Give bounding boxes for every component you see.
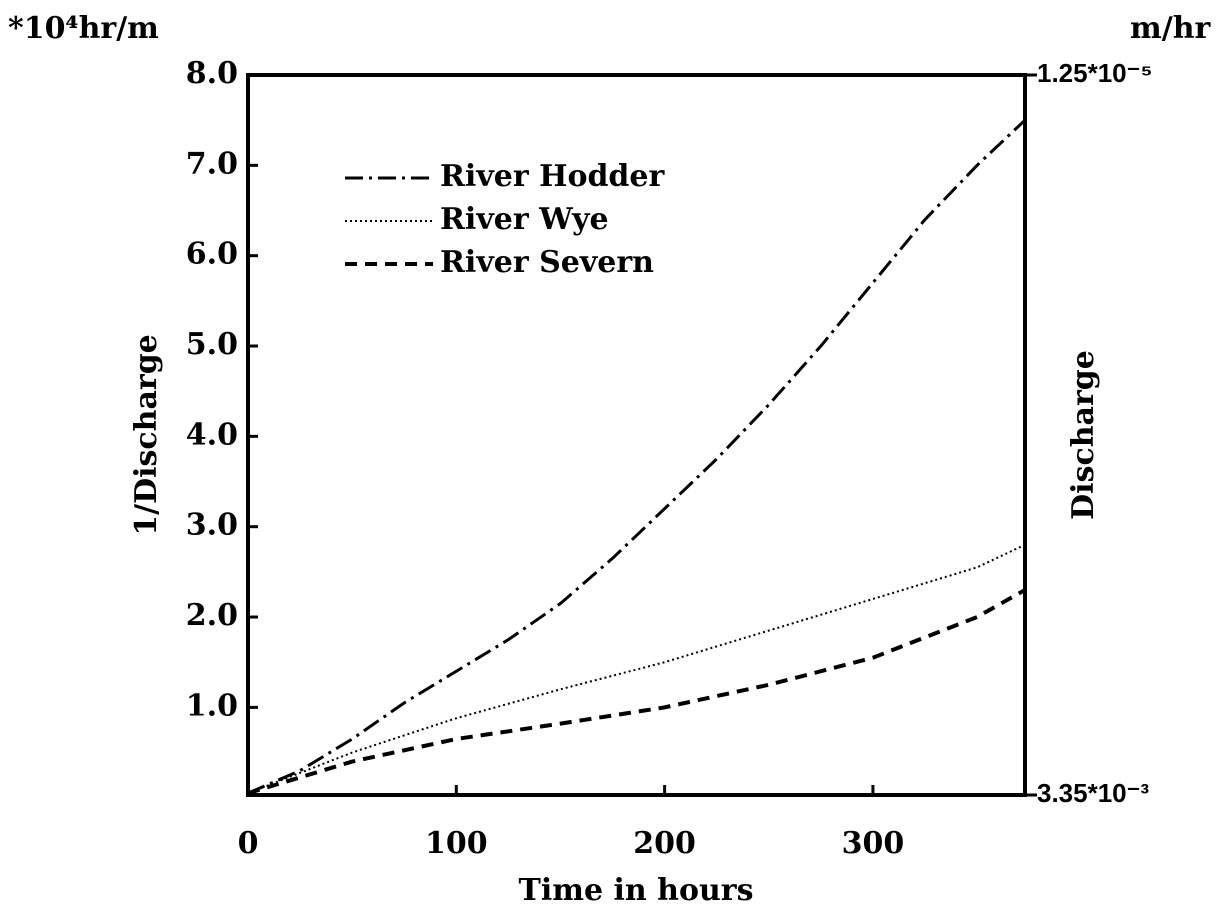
series-line xyxy=(247,119,1027,795)
x-tick-label: 300 xyxy=(842,826,905,861)
legend-label: River Wye xyxy=(440,202,609,237)
y-tick-label: 2.0 xyxy=(186,598,238,633)
y2-tick-label: 1.25*10⁻⁵ xyxy=(1037,58,1153,88)
y2-unit: m/hr xyxy=(1130,11,1212,46)
legend-label: River Severn xyxy=(440,245,654,280)
y-tick-label: 3.0 xyxy=(186,508,238,543)
y-tick-label: 6.0 xyxy=(186,237,238,272)
y2-tick-label: 3.35*10⁻³ xyxy=(1037,778,1149,808)
x-tick-label: 200 xyxy=(633,826,696,861)
x-tick-label: 0 xyxy=(238,826,259,861)
x-axis-title: Time in hours xyxy=(519,873,754,908)
series-line xyxy=(247,588,1026,796)
x-tick-label: 100 xyxy=(425,826,488,861)
y-tick-label: 7.0 xyxy=(186,146,238,181)
y-tick-label: 5.0 xyxy=(186,327,238,362)
y-unit: *10⁴hr/m xyxy=(8,11,159,46)
y-axis-title: 1/Discharge xyxy=(129,334,164,536)
legend-label: River Hodder xyxy=(440,159,665,194)
y-tick-label: 4.0 xyxy=(186,417,238,452)
y-tick-label: 8.0 xyxy=(186,56,238,91)
y-tick-label: 1.0 xyxy=(186,688,238,723)
y2-axis-title: Discharge xyxy=(1066,350,1101,520)
